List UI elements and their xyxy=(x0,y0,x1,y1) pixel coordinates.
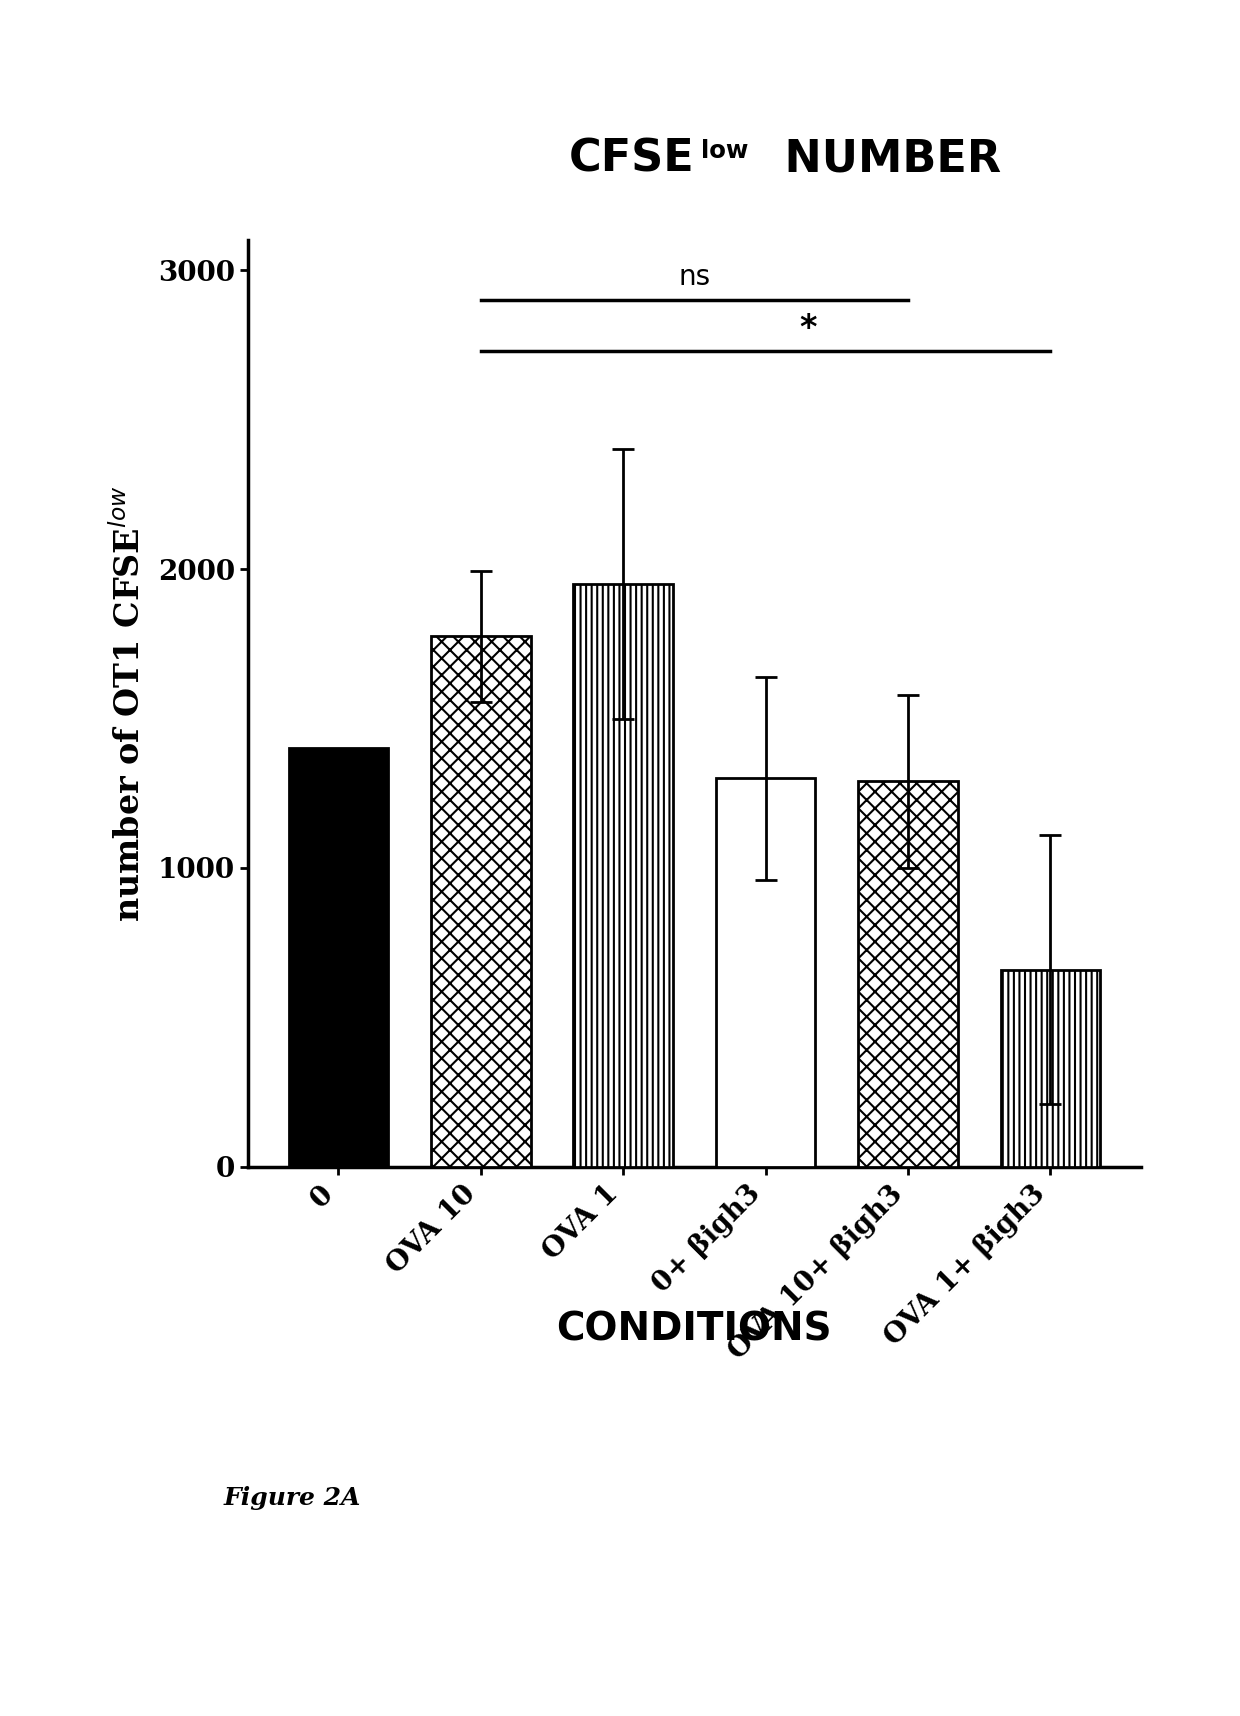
Bar xyxy=(432,637,531,1167)
Text: ns: ns xyxy=(678,263,711,292)
Text: CONDITIONS: CONDITIONS xyxy=(557,1311,832,1349)
Y-axis label: number of OT1 CFSE$^{low}$: number of OT1 CFSE$^{low}$ xyxy=(112,486,146,921)
Text: *: * xyxy=(800,312,817,345)
Bar xyxy=(573,583,673,1167)
Text: NUMBER: NUMBER xyxy=(769,137,1001,180)
Text: Figure 2A: Figure 2A xyxy=(223,1486,361,1510)
Text: low: low xyxy=(701,139,748,163)
Bar xyxy=(289,748,388,1167)
Bar xyxy=(858,781,957,1167)
Bar xyxy=(715,779,816,1167)
Text: CFSE: CFSE xyxy=(569,137,694,180)
Bar xyxy=(1001,970,1100,1167)
